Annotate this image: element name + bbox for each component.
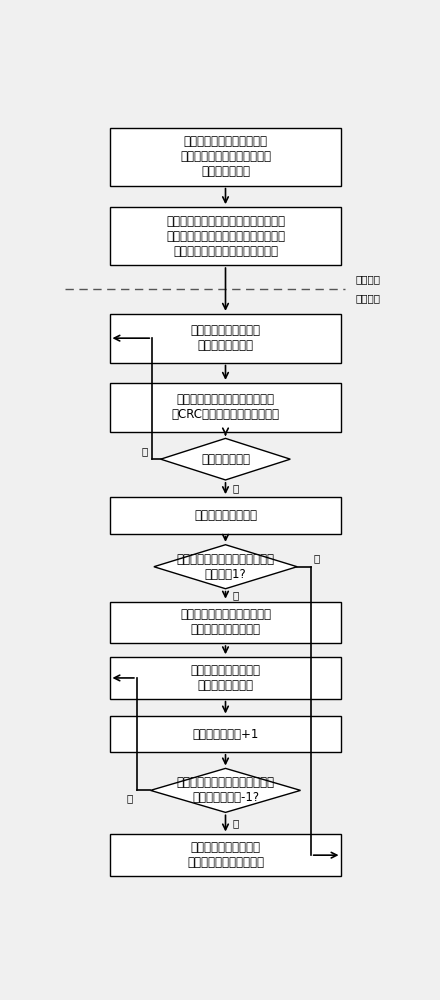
Text: 接收设备: 接收设备 [355, 294, 380, 304]
Bar [110, 314, 341, 363]
Text: 设置报文的起始边界: 设置报文的起始边界 [194, 509, 257, 522]
Text: 否: 否 [313, 554, 320, 564]
Polygon shape [154, 545, 297, 589]
Text: 将各通道接收到的数据
组成报文微片数据: 将各通道接收到的数据 组成报文微片数据 [191, 324, 260, 352]
Text: 是: 是 [232, 818, 238, 828]
Bar [110, 497, 341, 534]
Text: 发送设备: 发送设备 [355, 274, 380, 284]
Text: 识别头微片成功: 识别头微片成功 [201, 453, 250, 466]
Text: 将头微片和多个数据微片依次输出，同
时使用差分信号对来对输出的头微片或
者数据微片附加上报文头标识信号: 将头微片和多个数据微片依次输出，同 时使用差分信号对来对输出的头微片或 者数据微… [166, 215, 285, 258]
Bar [110, 383, 341, 432]
Text: 报文微片计数器+1: 报文微片计数器+1 [192, 728, 259, 741]
Polygon shape [161, 438, 290, 480]
Bar [110, 716, 341, 752]
Text: 否: 否 [142, 446, 148, 456]
Text: 报文微片计数器的值达到保存的
报文长度域的值-1?: 报文微片计数器的值达到保存的 报文长度域的值-1? [176, 776, 275, 804]
Text: 是: 是 [232, 484, 238, 494]
Text: 根据头微片报文长度域判断报文
长度大于1?: 根据头微片报文长度域判断报文 长度大于1? [176, 553, 275, 581]
Text: 以报文为物理层传输单位，
将待发送的报文封装为头微片
和多个数据微片: 以报文为物理层传输单位， 将待发送的报文封装为头微片 和多个数据微片 [180, 135, 271, 178]
Bar [110, 602, 341, 643]
Polygon shape [150, 768, 301, 812]
Text: 否: 否 [126, 793, 133, 803]
Text: 保存头微片中报文长度域的值
并启动报文微片计数器: 保存头微片中报文长度域的值 并启动报文微片计数器 [180, 608, 271, 636]
Bar [110, 834, 341, 876]
Bar [110, 207, 341, 265]
Bar [110, 657, 341, 699]
Bar [110, 128, 341, 186]
Text: 设置报文的结束边界，
完成接收报文的边界定位: 设置报文的结束边界， 完成接收报文的边界定位 [187, 841, 264, 869]
Text: 通过报文头标识、物理帧标识域
和CRC校验结果共同识别头微片: 通过报文头标识、物理帧标识域 和CRC校验结果共同识别头微片 [172, 393, 279, 421]
Text: 是: 是 [232, 590, 238, 600]
Text: 将各通道接收到的数据
组成报文微片数据: 将各通道接收到的数据 组成报文微片数据 [191, 664, 260, 692]
